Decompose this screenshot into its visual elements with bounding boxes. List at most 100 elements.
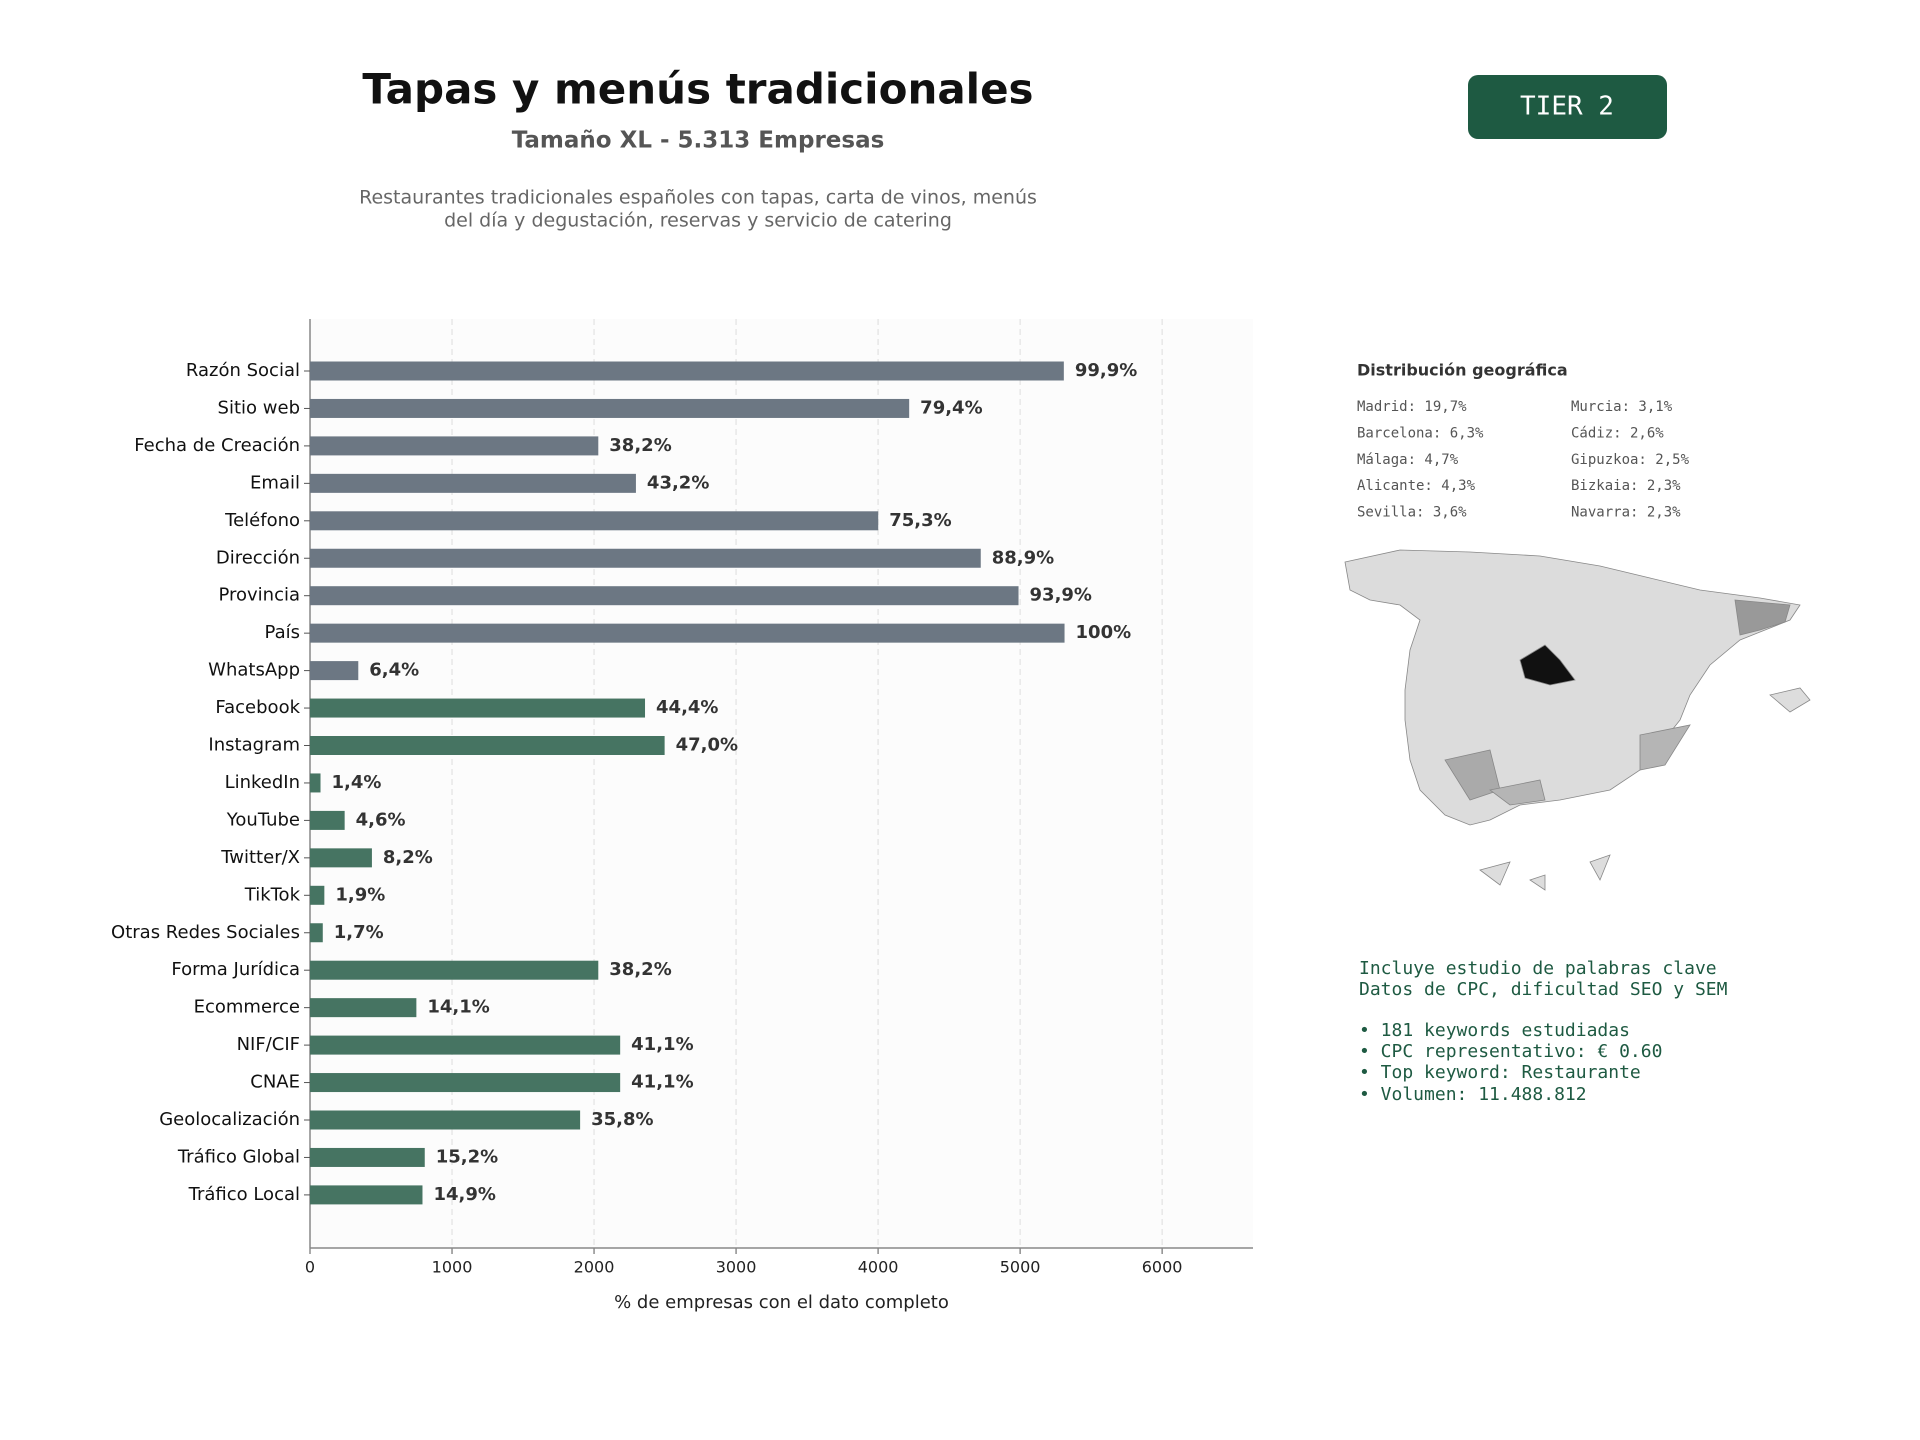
bar xyxy=(310,361,1064,381)
y-tick-label: Razón Social xyxy=(186,360,300,381)
value-label: 6,4% xyxy=(369,660,419,681)
bar xyxy=(310,1147,425,1167)
y-tick-label: Provincia xyxy=(218,585,300,606)
value-label: 1,4% xyxy=(332,772,382,793)
value-label: 93,9% xyxy=(1030,585,1092,606)
bar xyxy=(310,398,910,418)
map xyxy=(1344,549,1811,891)
bar xyxy=(310,661,359,681)
bar xyxy=(310,586,1019,606)
bar xyxy=(310,848,372,868)
chart-subtitle: Tamaño XL - 5.313 Empresas xyxy=(512,128,885,154)
x-tick-label: 0 xyxy=(305,1258,315,1277)
x-tick-label: 4000 xyxy=(858,1258,899,1277)
badge-label: TIER 2 xyxy=(1520,92,1614,122)
badge xyxy=(1468,75,1667,139)
map-islands xyxy=(1769,687,1811,713)
bar xyxy=(310,698,646,718)
y-tick-label: Ecommerce xyxy=(194,997,300,1018)
y-tick-label: Forma Jurídica xyxy=(171,959,300,980)
y-tick-label: YouTube xyxy=(226,809,300,830)
value-label: 8,2% xyxy=(383,847,433,868)
value-label: 41,1% xyxy=(631,1072,693,1093)
geo-title: Distribución geográfica xyxy=(1357,361,1568,380)
x-tick-label: 6000 xyxy=(1142,1258,1183,1277)
bar xyxy=(310,736,665,755)
x-tick-label: 5000 xyxy=(1000,1258,1041,1277)
value-label: 35,8% xyxy=(591,1109,653,1130)
keyword-line: Datos de CPC, dificultad SEO y SEM xyxy=(1359,979,1728,1000)
x-tick-label: 2000 xyxy=(574,1258,615,1277)
bar xyxy=(310,623,1065,643)
value-label: 15,2% xyxy=(436,1146,498,1167)
value-label: 14,9% xyxy=(433,1184,495,1205)
bar xyxy=(310,511,879,531)
value-label: 75,3% xyxy=(889,510,951,531)
geo-item: Gipuzkoa: 2,5% xyxy=(1571,452,1690,468)
x-tick-label: 3000 xyxy=(716,1258,757,1277)
value-label: 4,6% xyxy=(356,809,406,830)
y-tick-label: Fecha de Creación xyxy=(134,435,300,456)
chart-title: Tapas y menús tradicionales xyxy=(362,65,1033,114)
y-tick-label: TikTok xyxy=(244,884,301,905)
keyword-line: Incluye estudio de palabras clave xyxy=(1359,958,1717,979)
bar xyxy=(310,998,417,1018)
value-label: 88,9% xyxy=(992,547,1054,568)
y-tick-label: Sitio web xyxy=(218,397,300,418)
y-tick-label: Otras Redes Sociales xyxy=(111,922,300,943)
geo-item: Sevilla: 3,6% xyxy=(1357,505,1467,521)
value-label: 1,9% xyxy=(335,884,385,905)
geo-item: Cádiz: 2,6% xyxy=(1571,425,1664,441)
x-axis-label: % de empresas con el dato completo xyxy=(614,1292,949,1313)
keyword-line: • CPC representativo: € 0.60 xyxy=(1359,1041,1662,1062)
value-label: 41,1% xyxy=(631,1034,693,1055)
y-tick-label: CNAE xyxy=(250,1072,300,1093)
map-region xyxy=(1734,599,1791,636)
value-label: 99,9% xyxy=(1075,360,1137,381)
y-tick-label: NIF/CIF xyxy=(237,1034,300,1055)
keyword-line: • Volumen: 11.488.812 xyxy=(1359,1084,1587,1105)
geo-item: Bizkaia: 2,3% xyxy=(1571,478,1681,494)
value-label: 100% xyxy=(1076,622,1132,643)
bar xyxy=(310,773,321,793)
value-label: 38,2% xyxy=(609,435,671,456)
y-tick-label: Twitter/X xyxy=(220,847,300,868)
y-tick-label: Geolocalización xyxy=(159,1109,300,1130)
y-tick-label: Email xyxy=(250,472,300,493)
geo-list: Madrid: 19,7% Barcelona: 6,3% Málaga: 4,7%… xyxy=(1357,399,1690,521)
y-tick-label: Tráfico Global xyxy=(177,1146,300,1167)
plot-area xyxy=(310,319,1253,1248)
value-label: 14,1% xyxy=(427,997,489,1018)
map-region xyxy=(1639,724,1691,771)
map-madrid xyxy=(1519,644,1576,686)
map-spain xyxy=(1344,549,1801,826)
value-label: 43,2% xyxy=(647,472,709,493)
geo-item: Navarra: 2,3% xyxy=(1571,505,1681,521)
y-tick-label: WhatsApp xyxy=(208,660,300,681)
bar xyxy=(310,1185,423,1205)
y-tick-label: Instagram xyxy=(208,735,300,756)
keyword-line: • Top keyword: Restaurante xyxy=(1359,1062,1641,1083)
geo-item: Málaga: 4,7% xyxy=(1357,452,1459,468)
geo-item: Barcelona: 6,3% xyxy=(1357,425,1484,441)
geo-item: Madrid: 19,7% xyxy=(1357,399,1467,415)
geo-item: Murcia: 3,1% xyxy=(1571,399,1673,415)
value-label: 79,4% xyxy=(920,397,982,418)
description: Restaurantes tradicionales españoles con… xyxy=(359,187,1037,209)
value-label: 38,2% xyxy=(609,959,671,980)
x-tick-label: 1000 xyxy=(432,1258,473,1277)
y-tick-label: Teléfono xyxy=(224,510,300,531)
value-label: 44,4% xyxy=(656,697,718,718)
bar xyxy=(310,473,636,493)
y-tick-label: Dirección xyxy=(216,547,300,568)
geo-item: Alicante: 4,3% xyxy=(1357,478,1476,494)
value-label: 47,0% xyxy=(676,735,738,756)
map-region xyxy=(1489,779,1546,806)
bar xyxy=(310,1035,621,1055)
y-tick-label: LinkedIn xyxy=(225,772,300,793)
description: del día y degustación, reservas y servic… xyxy=(444,210,952,232)
bar xyxy=(310,1110,581,1130)
value-label: 1,7% xyxy=(334,922,384,943)
